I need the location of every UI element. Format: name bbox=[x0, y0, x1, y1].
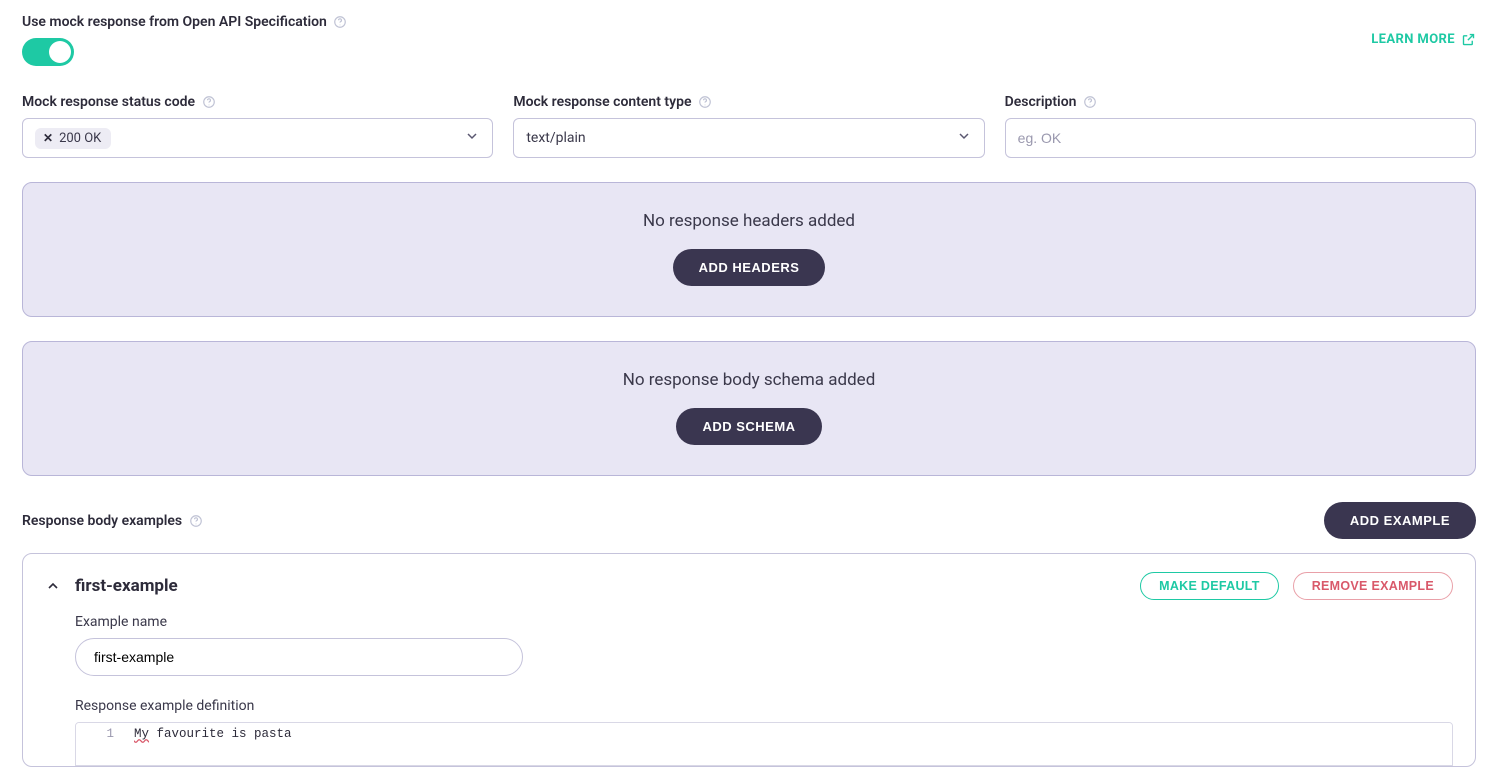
example-name-input[interactable] bbox=[94, 649, 504, 665]
help-icon[interactable] bbox=[188, 513, 203, 528]
example-definition-label: Response example definition bbox=[75, 698, 1453, 714]
add-headers-button[interactable]: ADD HEADERS bbox=[673, 249, 826, 286]
add-schema-button[interactable]: ADD SCHEMA bbox=[676, 408, 821, 445]
chevron-down-icon bbox=[464, 128, 480, 148]
response-schema-panel: No response body schema added ADD SCHEMA bbox=[22, 341, 1476, 476]
code-rest: favourite is pasta bbox=[149, 727, 292, 741]
help-icon[interactable] bbox=[333, 15, 348, 30]
description-label: Description bbox=[1005, 94, 1077, 110]
content-type-label: Mock response content type bbox=[513, 94, 691, 110]
status-code-select[interactable]: ✕ 200 OK bbox=[22, 118, 493, 158]
chevron-up-icon[interactable] bbox=[45, 578, 61, 594]
learn-more-link[interactable]: LEARN MORE bbox=[1371, 32, 1476, 47]
mock-toggle[interactable] bbox=[22, 38, 74, 66]
make-default-button[interactable]: MAKE DEFAULT bbox=[1140, 572, 1279, 600]
content-type-select[interactable]: text/plain bbox=[513, 118, 984, 158]
add-example-button[interactable]: ADD EXAMPLE bbox=[1324, 502, 1476, 539]
chip-remove-icon[interactable]: ✕ bbox=[43, 131, 53, 145]
example-card: first-example MAKE DEFAULT REMOVE EXAMPL… bbox=[22, 553, 1476, 767]
remove-example-button[interactable]: REMOVE EXAMPLE bbox=[1293, 572, 1453, 600]
description-input[interactable] bbox=[1018, 130, 1463, 146]
headers-empty-text: No response headers added bbox=[643, 211, 855, 231]
example-name-input-wrapper[interactable] bbox=[75, 638, 523, 676]
response-headers-panel: No response headers added ADD HEADERS bbox=[22, 182, 1476, 317]
help-icon[interactable] bbox=[698, 95, 713, 110]
external-link-icon bbox=[1461, 32, 1476, 47]
code-content[interactable]: My favourite is pasta bbox=[126, 723, 1452, 765]
examples-section-label: Response body examples bbox=[22, 513, 182, 529]
help-icon[interactable] bbox=[201, 95, 216, 110]
content-type-value: text/plain bbox=[526, 130, 585, 146]
description-input-wrapper[interactable] bbox=[1005, 118, 1476, 158]
mock-toggle-label: Use mock response from Open API Specific… bbox=[22, 14, 327, 30]
status-code-label: Mock response status code bbox=[22, 94, 195, 110]
code-gutter: 1 bbox=[76, 723, 126, 765]
status-code-chip: ✕ 200 OK bbox=[35, 128, 111, 149]
chevron-down-icon bbox=[956, 128, 972, 148]
code-word-underlined: My bbox=[134, 727, 149, 741]
example-name-label: Example name bbox=[75, 614, 1453, 630]
toggle-knob bbox=[49, 41, 71, 63]
help-icon[interactable] bbox=[1082, 95, 1097, 110]
schema-empty-text: No response body schema added bbox=[623, 370, 876, 390]
example-title: first-example bbox=[75, 576, 178, 596]
learn-more-label: LEARN MORE bbox=[1371, 32, 1455, 47]
code-editor[interactable]: 1 My favourite is pasta bbox=[75, 722, 1453, 766]
status-code-value: 200 OK bbox=[59, 131, 101, 146]
